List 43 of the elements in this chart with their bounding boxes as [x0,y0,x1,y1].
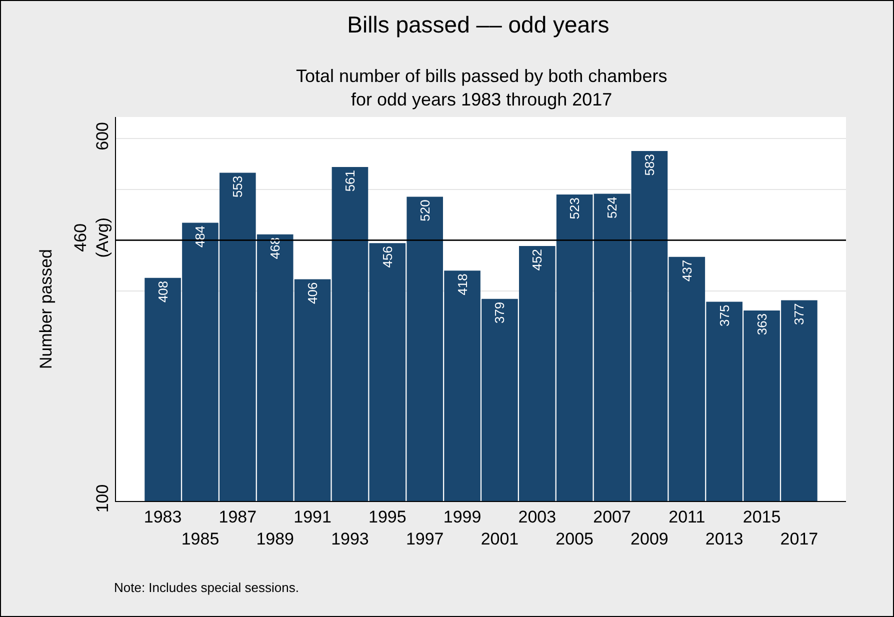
x-tick-label: 1999 [443,507,482,526]
data-label: 418 [454,274,470,296]
x-tick-label: 2017 [780,530,818,548]
data-label: 468 [268,237,283,260]
y-tick-label: 100 [93,484,112,513]
x-tick-label: 1987 [218,507,257,526]
chart-title: Bills passed –– odd years [347,11,610,38]
data-label: 484 [192,226,208,248]
y-tick-label: 600 [93,122,112,150]
x-tick-label: 1989 [256,530,294,548]
data-label: 520 [417,200,432,222]
data-label: 406 [305,282,320,304]
data-label: 523 [567,198,582,220]
data-label: 437 [679,260,694,282]
data-label: 379 [492,302,508,324]
data-label: 553 [230,176,246,198]
data-label: 375 [716,304,732,326]
data-label: 377 [792,303,807,326]
data-label: 408 [155,280,170,303]
y-axis-title: Number passed [36,248,56,370]
x-tick-label: 2005 [556,530,594,548]
text: Note: Includes special sessions. [114,580,299,595]
chart-subtitle: Total number of bills passed by both chambers for odd years 1983 through 2017 [296,66,668,110]
x-tick-label: 2007 [593,507,631,526]
x-tick-label: 1983 [144,507,182,526]
data-label: 363 [754,313,770,336]
x-tick-label: 1993 [331,530,369,548]
x-tick-label: 1995 [368,507,406,526]
data-label: 561 [342,170,358,192]
x-tick-label: 2003 [518,507,556,526]
data-label: 452 [530,248,545,271]
x-tick-label: 2015 [742,507,781,526]
x-tick-label: 1985 [181,530,220,548]
x-tick-label: 2009 [630,530,668,548]
x-tick-label: 1997 [406,530,444,548]
y-tick-label: 460 (Avg) [71,217,112,258]
data-label: 583 [642,154,657,176]
x-tick-label: 2011 [668,507,706,526]
data-label: 456 [380,246,395,268]
x-tick-label: 1991 [294,507,332,526]
x-tick-label: 2013 [705,530,744,548]
x-tick-label: 2001 [480,530,519,548]
data-label: 524 [604,196,620,219]
